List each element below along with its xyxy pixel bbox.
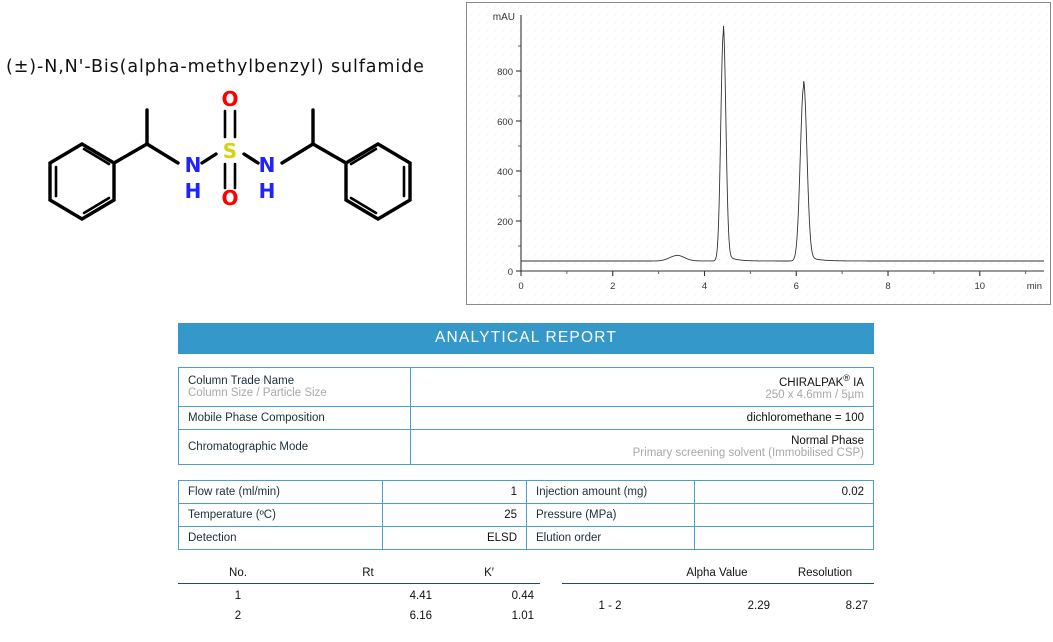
parameter-label: Temperature (ºC): [178, 502, 383, 527]
atom-hydrogen-right: H: [259, 179, 276, 203]
results-section: No. Rt K′ 1 4.41 0.44 2 6.16 1.01 Alpha Value Re…: [178, 565, 874, 624]
x-tick-label: 10: [974, 281, 985, 292]
parameter-row: Detection ELSD Elution order: [178, 525, 874, 550]
compound-title: (±)-N,N'-Bis(alpha-methylbenzyl) sulfami…: [6, 57, 425, 77]
table-cell: 1 - 2: [598, 600, 622, 612]
parameter-value[interactable]: 0.02: [694, 479, 874, 504]
parameter-value[interactable]: [694, 525, 874, 550]
table-cell: 2: [234, 610, 242, 622]
registered-mark: ®: [843, 373, 850, 383]
conditions-body: Column Trade Name Column Size / Particle …: [178, 367, 874, 465]
condition-sublabel: Column Size / Particle Size: [188, 386, 327, 399]
y-tick-label: 400: [497, 167, 513, 178]
benzene-ring-left: [48, 142, 116, 221]
condition-label: Chromatographic Mode: [178, 428, 411, 465]
parameter-value[interactable]: 1: [382, 479, 527, 504]
x-tick-label: 2: [610, 281, 615, 292]
parameter-label: Flow rate (ml/min): [178, 479, 383, 504]
conditions-table: Column Trade Name Column Size / Particle …: [178, 367, 874, 465]
condition-value-sub: 250 x 4.6mm / 5µm: [765, 388, 864, 401]
atom-nitrogen-right: N: [259, 153, 276, 177]
y-tick-label: 0: [508, 267, 513, 278]
table-row: 1 4.41 0.44: [178, 584, 540, 605]
column-header: Alpha Value: [658, 565, 776, 584]
y-tick-label: 600: [497, 117, 513, 128]
parameter-label: Elution order: [526, 525, 695, 550]
atom-sulfur: S: [223, 139, 237, 163]
table-cell: 1.01: [511, 610, 534, 622]
structure-svg: O S O N H N H: [48, 87, 412, 221]
parameter-label: Detection: [178, 525, 383, 550]
y-tick-label: 200: [497, 217, 513, 228]
parameter-row: Temperature (ºC) 25 Pressure (MPa): [178, 502, 874, 527]
table-cell: 1: [234, 590, 242, 602]
benzene-ring-right: [344, 142, 412, 221]
condition-label: Column Trade Name Column Size / Particle …: [178, 367, 411, 407]
table-cell: 2.29: [747, 600, 770, 612]
table-row: 1 - 2 2.29 8.27: [562, 584, 874, 625]
table-cell: 4.41: [409, 590, 432, 602]
condition-value-sub: Primary screening solvent (Immobilised C…: [632, 446, 864, 459]
condition-label: Mobile Phase Composition: [178, 405, 411, 430]
parameter-label: Injection amount (mg): [526, 479, 695, 504]
chromatogram-grid: [467, 3, 1050, 304]
analytical-report: ANALYTICAL REPORT Column Trade Name Colum…: [178, 323, 874, 550]
separation-body: 1 - 2 2.29 8.27: [562, 584, 874, 625]
atom-nitrogen-left: N: [185, 153, 202, 177]
chromatogram-svg: 0 200 400 600 800 0 2 4 6 8 10 mAU min: [493, 12, 1044, 292]
report-header-bar: ANALYTICAL REPORT: [178, 323, 874, 354]
column-header: No.: [178, 565, 298, 584]
table-row: 2 6.16 1.01: [178, 604, 540, 624]
x-tick-label: 6: [794, 281, 799, 292]
atom-hydrogen-left: H: [185, 179, 202, 203]
x-tick-label: 4: [702, 281, 707, 292]
x-tick-label: 8: [885, 281, 890, 292]
table-cell: 0.44: [511, 590, 534, 602]
parameter-row: Flow rate (ml/min) 1 Injection amount (mg)…: [178, 479, 874, 504]
y-tick-label: 800: [497, 67, 513, 78]
separation-header-row: Alpha Value Resolution: [562, 565, 874, 584]
chromatogram-panel: 0 200 400 600 800 0 2 4 6 8 10 mAU min: [466, 2, 1051, 305]
column-header: Rt: [298, 565, 438, 584]
atom-oxygen-top: O: [221, 88, 238, 111]
atom-oxygen-bottom: O: [221, 186, 238, 210]
peaks-body: 1 4.41 0.44 2 6.16 1.01: [178, 584, 540, 625]
conditions-row: Chromatographic Mode Normal Phase Primary …: [178, 428, 874, 465]
table-cell: 8.27: [845, 600, 868, 612]
column-header: Resolution: [776, 565, 874, 584]
chromatogram-trace: [521, 25, 1044, 262]
parameter-label: Pressure (MPa): [526, 502, 695, 527]
condition-value: Normal Phase Primary screening solvent (I…: [410, 428, 874, 465]
peaks-table: No. Rt K′ 1 4.41 0.44 2 6.16 1.01: [178, 565, 540, 624]
parameter-value[interactable]: 25: [382, 502, 527, 527]
x-tick-label: 0: [518, 281, 523, 292]
x-axis-label: min: [1027, 281, 1042, 292]
condition-value: dichloromethane = 100: [410, 405, 874, 430]
parameter-value[interactable]: ELSD: [382, 525, 527, 550]
conditions-row: Column Trade Name Column Size / Particle …: [178, 367, 874, 407]
y-axis-label: mAU: [493, 12, 515, 23]
column-header: K′: [438, 565, 540, 584]
chemical-structure-diagram: O S O N H N H: [10, 87, 450, 228]
conditions-row: Mobile Phase Composition dichloromethane …: [178, 405, 874, 430]
parameters-body: Flow rate (ml/min) 1 Injection amount (mg)…: [178, 479, 874, 550]
table-cell: 6.16: [409, 610, 432, 622]
parameters-table: Flow rate (ml/min) 1 Injection amount (mg)…: [178, 479, 874, 550]
peaks-header-row: No. Rt K′: [178, 565, 540, 584]
separation-table: Alpha Value Resolution 1 - 2 2.29 8.27: [562, 565, 874, 624]
column-header: [562, 565, 658, 584]
parameter-value[interactable]: [694, 502, 874, 527]
condition-value: CHIRALPAK® IA 250 x 4.6mm / 5µm: [410, 367, 874, 407]
